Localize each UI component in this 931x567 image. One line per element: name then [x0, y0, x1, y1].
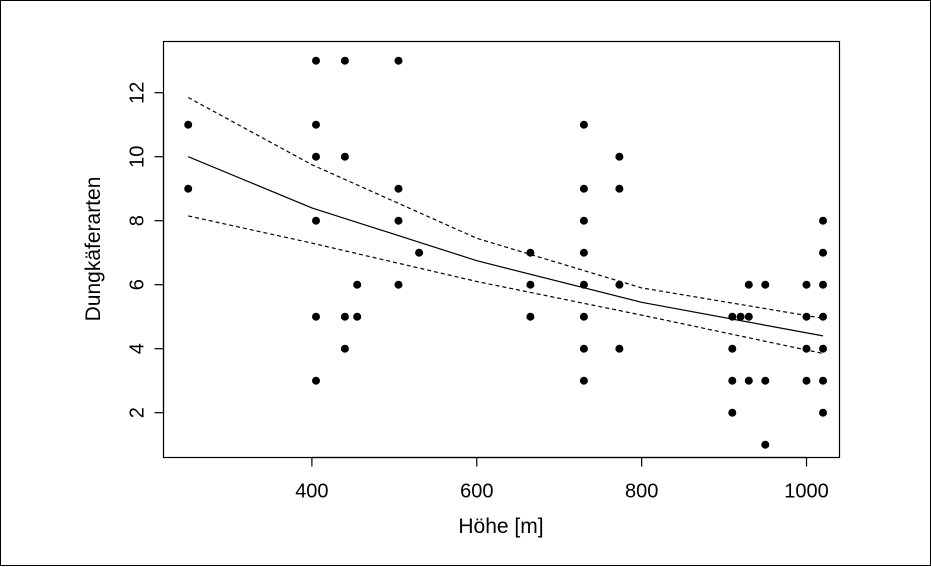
y-axis-label: Dungkäferarten	[82, 177, 105, 322]
data-point	[526, 312, 535, 321]
data-point	[819, 344, 827, 353]
data-point	[579, 216, 588, 225]
data-point	[312, 56, 320, 65]
data-point	[579, 312, 588, 321]
data-point	[394, 216, 403, 225]
data-point	[802, 312, 811, 321]
y-axis: 2 4 6 8 10 12	[127, 82, 165, 418]
data-point	[526, 280, 535, 289]
data-point	[802, 376, 811, 385]
fitted-line	[187, 156, 824, 337]
data-point	[312, 376, 320, 385]
data-point	[819, 312, 827, 321]
data-point	[819, 216, 827, 225]
data-point	[415, 248, 424, 257]
data-point	[744, 280, 753, 289]
x-tick-label: 1000	[784, 481, 829, 503]
data-point	[526, 248, 535, 257]
data-point	[340, 56, 349, 65]
data-point	[340, 344, 349, 353]
confidence-band-line	[188, 215, 824, 355]
data-point	[736, 312, 745, 321]
data-point	[819, 248, 827, 257]
data-point	[312, 152, 320, 161]
y-tick-label: 6	[127, 279, 149, 290]
data-point	[819, 280, 827, 289]
data-point	[353, 312, 362, 321]
data-point	[312, 120, 320, 129]
data-point	[579, 184, 588, 193]
data-point	[761, 376, 770, 385]
x-axis: 400 600 800 1000	[295, 456, 829, 503]
data-point	[312, 312, 320, 321]
data-point	[802, 344, 811, 353]
data-point	[761, 280, 770, 289]
data-point	[728, 312, 737, 321]
y-tick-label: 12	[127, 82, 149, 104]
data-point	[579, 344, 588, 353]
x-tick-label: 800	[625, 481, 658, 503]
data-point	[728, 376, 737, 385]
data-point	[615, 280, 624, 289]
plot-area-border	[162, 40, 841, 459]
x-axis-label: Höhe [m]	[458, 515, 543, 538]
confidence-band-line	[187, 96, 824, 319]
data-point	[340, 312, 349, 321]
data-point	[802, 280, 811, 289]
data-point	[394, 184, 403, 193]
data-point	[579, 280, 588, 289]
data-point	[579, 376, 588, 385]
data-point	[819, 376, 827, 385]
data-point	[579, 120, 588, 129]
data-point	[615, 184, 624, 193]
data-point	[615, 344, 624, 353]
data-point	[394, 56, 403, 65]
x-tick-label: 600	[460, 481, 493, 503]
data-point	[728, 344, 737, 353]
data-point	[744, 376, 753, 385]
data-point	[312, 216, 320, 225]
data-point	[761, 440, 770, 449]
y-tick-label: 10	[127, 146, 149, 168]
data-point	[728, 408, 737, 417]
y-tick-label: 2	[127, 407, 149, 418]
data-point	[744, 312, 753, 321]
data-point	[615, 152, 624, 161]
data-point	[353, 280, 362, 289]
y-tick-label: 4	[127, 343, 149, 354]
data-point	[579, 248, 588, 257]
data-point	[340, 152, 349, 161]
x-tick-label: 400	[295, 481, 328, 503]
y-tick-label: 8	[127, 215, 149, 226]
data-point	[184, 184, 193, 193]
data-point	[394, 280, 403, 289]
data-point	[819, 408, 827, 417]
data-points	[184, 56, 827, 449]
regression-lines	[187, 96, 824, 355]
data-point	[184, 120, 193, 129]
